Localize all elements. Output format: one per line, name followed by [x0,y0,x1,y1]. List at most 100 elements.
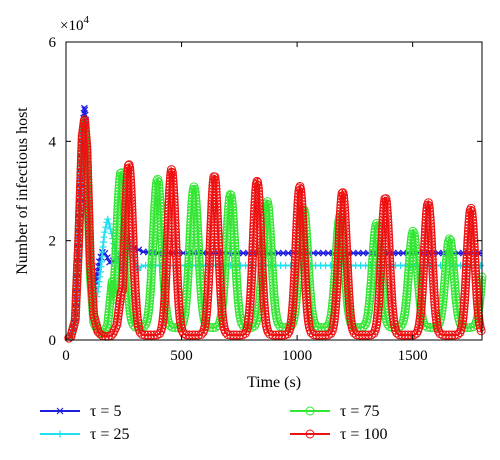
data-point [232,283,242,293]
data-point [411,246,421,256]
data-point [467,212,477,222]
data-point [415,317,425,327]
data-point [256,225,266,235]
x-tick-label: 1000 [282,348,312,364]
data-point [147,263,157,273]
data-point [268,277,278,287]
data-point [297,208,307,218]
data-point [404,268,414,278]
data-point [171,233,181,243]
data-point [415,311,425,321]
data-point [259,294,269,304]
data-point [185,226,195,236]
data-point [213,214,223,224]
data-point [469,242,479,252]
data-point [146,278,156,288]
data-point [429,291,439,301]
data-point [384,245,394,255]
data-point [129,250,139,260]
data-point [205,256,215,266]
data-point [344,287,354,297]
data-point [259,288,269,298]
data-point [161,278,171,288]
data-point [170,323,180,333]
data-point [375,269,385,279]
data-point [385,256,395,266]
data-point [217,307,227,317]
data-point [129,259,139,269]
data-point [214,253,224,263]
data-point [230,241,240,251]
data-point [228,217,238,227]
data-point [218,319,228,329]
data-point [147,266,157,276]
data-point [169,197,179,207]
data-point [76,176,86,186]
data-point [461,280,471,290]
series-3 [64,117,487,343]
data-point [365,287,375,297]
data-point [345,307,355,317]
data-point [332,284,342,294]
data-point [109,279,119,289]
data-point [324,249,332,257]
data-point [194,241,204,251]
data-point [76,161,86,171]
data-point [474,314,484,324]
data-point [376,260,386,270]
data-point [257,252,267,262]
data-point [268,280,278,290]
data-point [388,304,398,314]
data-point [258,276,268,286]
data-point [161,272,171,282]
data-point [303,310,313,320]
data-point [266,244,276,254]
data-point [142,313,152,323]
data-point [203,295,213,305]
data-point [290,270,300,280]
data-point [233,298,243,308]
data-point [171,236,181,246]
data-point [472,296,482,306]
data-point [149,212,159,222]
data-point [131,301,141,311]
data-point [168,176,178,186]
data-point [300,259,310,269]
data-point [332,269,342,279]
data-point [270,304,280,314]
data-point [461,271,471,281]
data-point [232,330,242,340]
data-point [341,221,351,231]
data-point [463,235,473,245]
data-point [119,253,129,263]
data-point [162,239,172,249]
data-point [440,272,450,282]
data-point [207,205,217,215]
data-point [266,241,276,251]
x-tick-label: 0 [62,348,70,364]
data-point [215,265,225,275]
data-point [80,115,90,125]
data-point [248,245,258,255]
data-point [80,121,90,131]
data-point [127,202,137,212]
data-point [109,276,119,286]
data-point [72,278,82,288]
data-point [298,226,308,236]
data-point [257,261,267,271]
data-point [126,178,136,188]
data-point [118,283,128,293]
data-point [351,330,361,340]
data-point [70,311,80,321]
data-point [417,296,427,306]
data-point [254,198,264,208]
data-point [83,187,93,197]
data-point [332,272,342,282]
data-point [384,230,394,240]
data-point [193,232,203,242]
data-point [88,300,98,310]
data-point [425,323,435,333]
data-point [194,247,204,257]
data-point [195,265,205,275]
data-point [289,288,299,298]
